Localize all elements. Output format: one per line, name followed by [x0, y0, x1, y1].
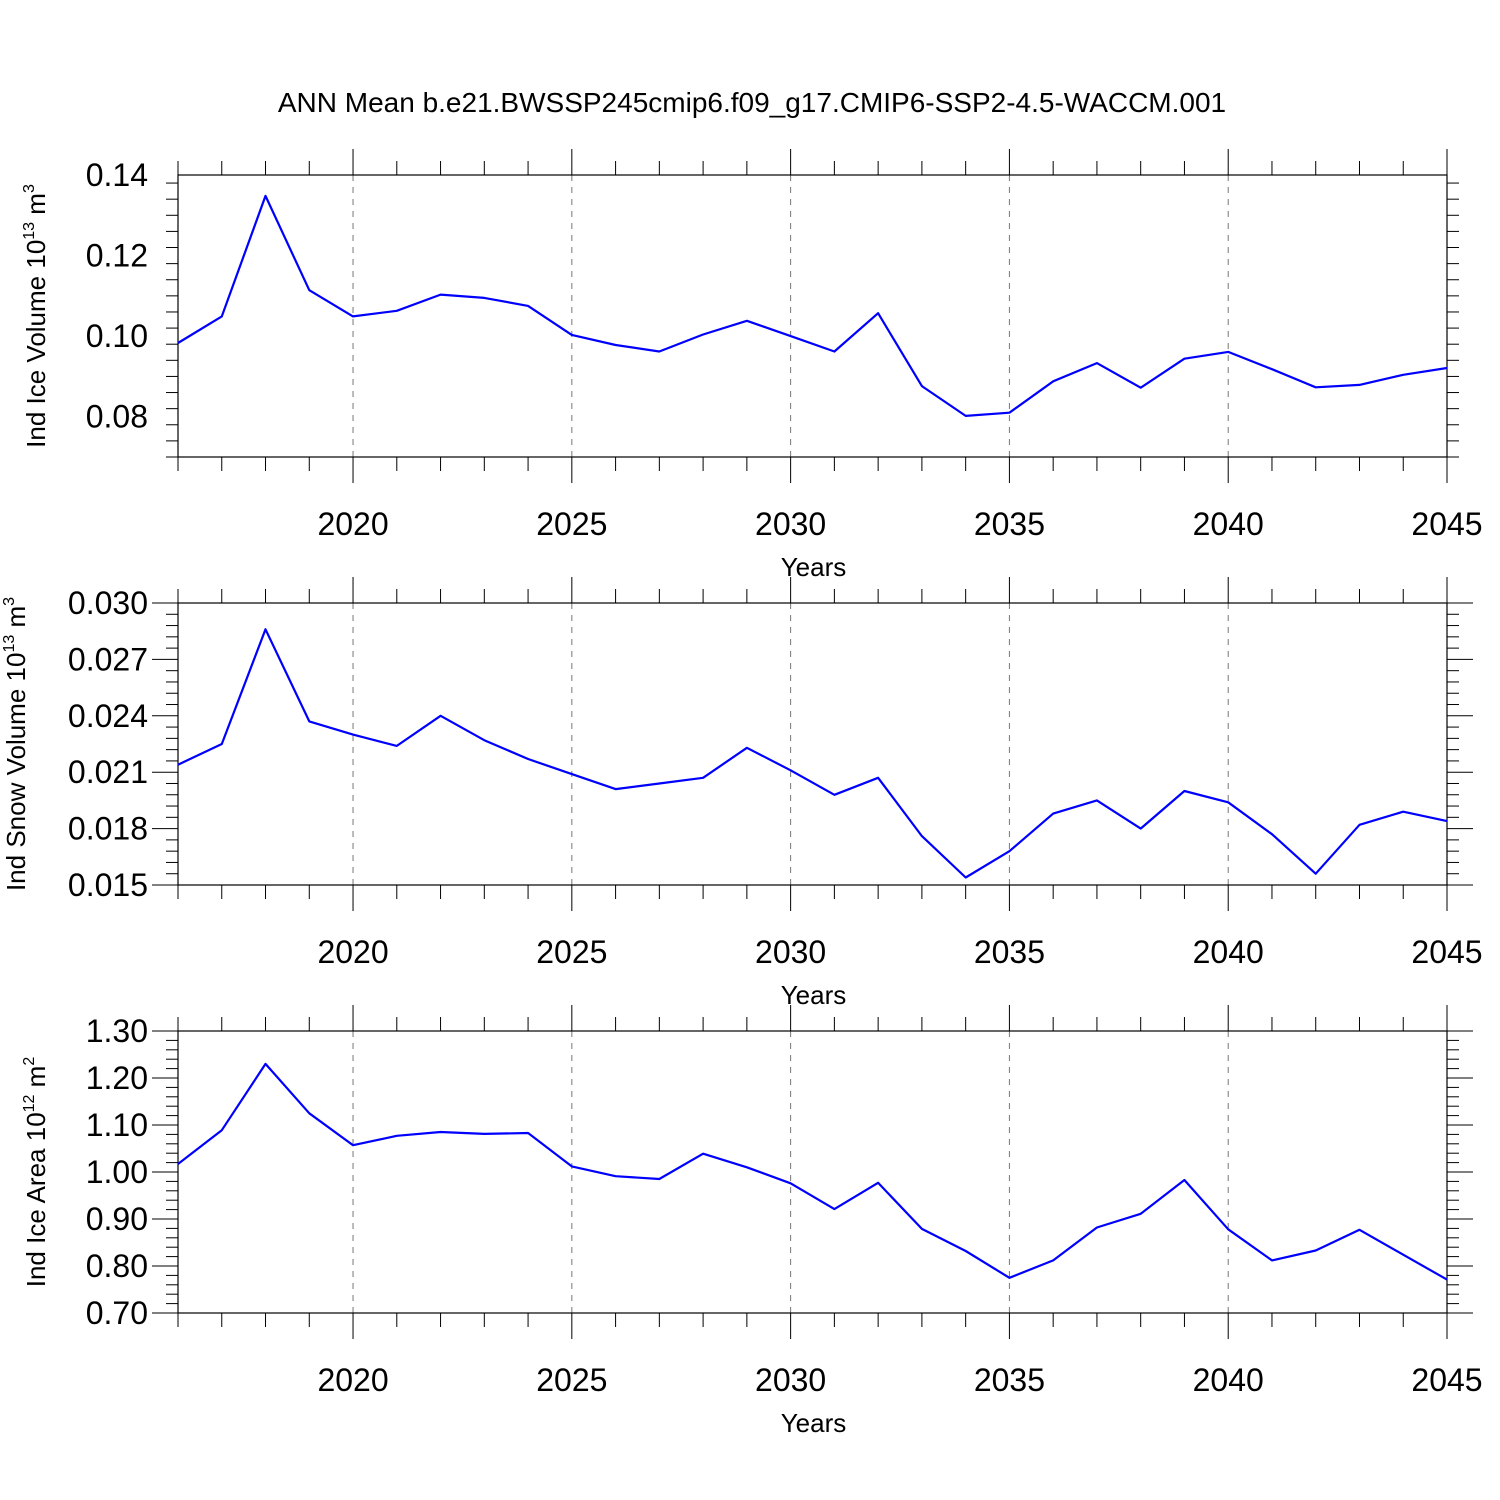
x-tick-label: 2040	[1193, 506, 1264, 542]
x-tick-label: 2040	[1193, 1362, 1264, 1398]
y-tick-label: 0.024	[68, 698, 148, 734]
x-tick-label: 2020	[317, 934, 388, 970]
y-tick-label: 0.10	[86, 318, 148, 354]
x-tick-label: 2020	[317, 1362, 388, 1398]
series-line-1	[177, 194, 1448, 417]
y-tick-label: 0.12	[86, 238, 148, 274]
plot-frame	[177, 174, 1448, 458]
x-tick-label: 2030	[755, 1362, 826, 1398]
x-tick-label: 2035	[974, 934, 1045, 970]
panel-3: 2020 2025 2030 2035 2040 2045 0.70 0.80 0.90 1.00…	[21, 1005, 1483, 1438]
x-tick-label: 2030	[755, 934, 826, 970]
x-axis-title: Years	[781, 1408, 847, 1438]
x-tick-label: 2040	[1193, 934, 1264, 970]
x-tick-label: 2020	[317, 506, 388, 542]
y-tick-label: 0.018	[68, 811, 148, 847]
y-tick-label: 1.00	[86, 1154, 148, 1190]
x-tick-label: 2035	[974, 506, 1045, 542]
series-line-2	[177, 628, 1448, 879]
y-tick-label: 0.021	[68, 754, 148, 790]
x-tick-label: 2035	[974, 1362, 1045, 1398]
y-tick-label: 1.20	[86, 1060, 148, 1096]
y-tick-label: 0.027	[68, 641, 148, 677]
plot-frame	[177, 602, 1448, 886]
x-tick-label: 2025	[536, 934, 607, 970]
x-tick-label: 2045	[1411, 1362, 1482, 1398]
y-tick-label: 0.08	[86, 399, 148, 435]
y-axis-title: Ind Snow Volume 1013 m3	[1, 597, 31, 891]
chart-panels: 2020 2025 2030 2035 2040 2045 0.08 0.10 0.12 0.14…	[1, 149, 1483, 1438]
y-tick-label: 0.90	[86, 1201, 148, 1237]
x-tick-label: 2025	[536, 506, 607, 542]
x-tick-label: 2030	[755, 506, 826, 542]
panel-1: 2020 2025 2030 2035 2040 2045 0.08 0.10 0.12 0.14…	[21, 149, 1483, 582]
y-tick-label: 1.30	[86, 1013, 148, 1049]
y-tick-label: 0.80	[86, 1248, 148, 1284]
y-tick-label: 0.70	[86, 1295, 148, 1331]
x-tick-label: 2045	[1411, 934, 1482, 970]
x-axis-title: Years	[781, 980, 847, 1010]
y-tick-label: 0.030	[68, 585, 148, 621]
plot-frame	[177, 1030, 1448, 1314]
y-tick-label: 1.10	[86, 1107, 148, 1143]
chart-title: ANN Mean b.e21.BWSSP245cmip6.f09_g17.CMI…	[278, 87, 1226, 118]
y-axis-title: Ind Ice Volume 1013 m3	[21, 184, 51, 448]
x-tick-label: 2045	[1411, 506, 1482, 542]
x-tick-label: 2025	[536, 1362, 607, 1398]
y-tick-label: 0.015	[68, 867, 148, 903]
x-axis-title: Years	[781, 552, 847, 582]
y-axis-title: Ind Ice Area 1012 m2	[21, 1057, 51, 1288]
panel-2: 2020 2025 2030 2035 2040 2045 0.015 0.018 0.021 0…	[1, 577, 1483, 1010]
y-tick-label: 0.14	[86, 157, 148, 193]
series-line-3	[177, 1062, 1448, 1281]
